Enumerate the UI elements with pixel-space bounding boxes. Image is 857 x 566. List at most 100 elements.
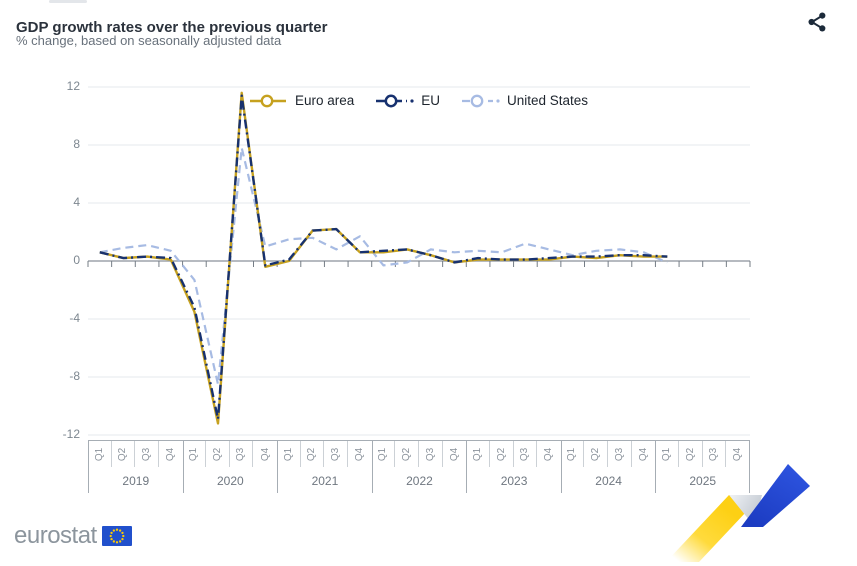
x-axis-quarter-label: Q4 [448, 447, 460, 461]
x-axis-quarter-cell: Q4 [348, 441, 372, 467]
x-axis-quarter-cell: Q1 [88, 441, 112, 467]
series-line-eu [99, 94, 668, 421]
x-axis-quarter-label: Q3 [330, 447, 342, 461]
x-axis-quarter-cell: Q3 [514, 441, 538, 467]
x-axis-quarter-label: Q3 [424, 447, 436, 461]
x-axis-quarter-label: Q1 [93, 447, 105, 461]
x-axis-quarter-label: Q2 [212, 447, 224, 461]
x-axis-quarter-cell: Q2 [585, 441, 609, 467]
x-axis-year-label: 2025 [689, 474, 717, 488]
eurostat-logo-text: eurostat [14, 522, 97, 549]
x-axis-quarter-label: Q4 [543, 447, 555, 461]
x-axis-quarter-cell: Q1 [655, 441, 680, 467]
x-axis-quarter-cell: Q4 [537, 441, 561, 467]
y-axis-label: 12 [66, 79, 80, 93]
flag-star [115, 528, 118, 531]
flag-star [118, 540, 122, 543]
x-axis-year-cell: 2023 [466, 441, 561, 493]
x-axis-quarter-cell: Q3 [135, 441, 159, 467]
x-axis-quarter-label: Q3 [519, 447, 531, 461]
x-axis-quarter-cell: Q4 [159, 441, 183, 467]
flag-star [110, 538, 113, 541]
x-axis-quarter-cell: Q2 [112, 441, 136, 467]
x-axis-year-cell: 2025 [655, 441, 750, 493]
legend-label: United States [507, 93, 589, 108]
flag-star [110, 531, 113, 534]
x-axis-quarter-label: Q1 [282, 447, 294, 461]
x-axis-quarter-label: Q1 [377, 447, 389, 461]
eurostat-logo: eurostat [14, 522, 132, 550]
series-line-united-states [99, 146, 668, 386]
x-axis-quarter-cell: Q1 [561, 441, 585, 467]
flag-star [121, 534, 125, 538]
x-axis-year-cell: 2021 [277, 441, 372, 493]
x-axis-quarter-label: Q3 [613, 447, 625, 461]
flag-star [118, 529, 122, 532]
x-axis-quarter-cell: Q1 [466, 441, 490, 467]
x-axis-quarter-cell: Q1 [183, 441, 207, 467]
y-axis-label: -12 [62, 427, 80, 441]
plot-area [87, 86, 751, 436]
page-subtitle: % change, based on seasonally adjusted d… [16, 33, 282, 48]
flag-star [115, 541, 118, 544]
flag-star [112, 540, 115, 543]
page-title: GDP growth rates over the previous quart… [16, 19, 328, 37]
x-axis-quarter-cell: Q3 [324, 441, 349, 467]
x-axis-quarter-label: Q3 [141, 447, 153, 461]
x-axis-quarter-label: Q4 [638, 447, 650, 461]
x-axis-quarter-cell: Q3 [608, 441, 632, 467]
eu-flag-icon [101, 526, 132, 546]
x-axis-year-cell: 2022 [371, 441, 467, 493]
x-axis-quarter-cell: Q4 [254, 441, 278, 467]
x-axis-year-cell: 2019 [88, 441, 183, 493]
x-axis-quarter-cell: Q2 [679, 441, 703, 467]
flag-star [112, 529, 115, 532]
x-axis-quarter-cell: Q2 [301, 441, 325, 467]
legend-label: EU [421, 93, 440, 108]
eu-marker-icon [376, 94, 414, 107]
x-axis-year-label: 2021 [311, 474, 339, 488]
x-axis-year-label: 2019 [122, 474, 150, 488]
series-line-euro-area [99, 91, 668, 425]
x-axis-quarter-cell: Q3 [703, 441, 727, 467]
x-axis-quarter-label: Q3 [235, 447, 247, 461]
y-axis-label: 0 [73, 253, 80, 267]
x-axis-year-cell: 2020 [182, 441, 278, 493]
x-axis-quarter-cell: Q2 [395, 441, 419, 467]
x-axis-quarter-cell: Q2 [490, 441, 514, 467]
x-axis-quarter-label: Q4 [165, 447, 177, 461]
legend-item-euro-area[interactable]: Euro area [249, 93, 355, 108]
y-axis-label: -4 [69, 311, 80, 325]
decorative-artifact [49, 0, 87, 3]
share-button[interactable] [803, 8, 831, 36]
x-axis-quarter-cell: Q1 [372, 441, 396, 467]
x-axis-year-label: 2020 [216, 474, 244, 488]
x-axis-quarter-label: Q2 [401, 447, 413, 461]
x-axis-year-label: 2024 [595, 474, 622, 488]
legend-item-united-states[interactable]: United States [462, 93, 588, 108]
x-axis-quarter-label: Q2 [117, 447, 129, 461]
legend-label: Euro area [294, 93, 355, 108]
x-axis-year-label: 2022 [406, 474, 433, 488]
x-axis-quarter-label: Q4 [259, 447, 271, 461]
flag-star [121, 538, 124, 541]
y-axis-label: 8 [73, 137, 80, 151]
x-axis-quarter-label: Q1 [472, 447, 484, 461]
y-axis-label: -8 [69, 369, 80, 383]
x-axis-quarter-cell: Q1 [277, 441, 301, 467]
x-axis-year-cell: 2024 [560, 441, 656, 493]
y-axis-label: 4 [73, 195, 80, 209]
x-axis-quarter-cell: Q4 [443, 441, 467, 467]
euro-area-marker-icon [249, 94, 286, 107]
x-axis-quarter-cell: Q3 [419, 441, 443, 467]
x-axis-year-label: 2023 [500, 474, 528, 488]
x-axis-quarter-label: Q1 [188, 447, 200, 461]
x-axis-quarter-label: Q1 [566, 447, 578, 461]
legend-item-eu[interactable]: EU [376, 93, 440, 108]
share-icon [808, 12, 826, 32]
x-axis-quarter-label: Q2 [590, 447, 602, 461]
x-axis-quarter-cell: Q2 [206, 441, 230, 467]
x-axis-quarter-label: Q2 [306, 447, 318, 461]
x-axis-quarter-label: Q4 [354, 447, 366, 461]
